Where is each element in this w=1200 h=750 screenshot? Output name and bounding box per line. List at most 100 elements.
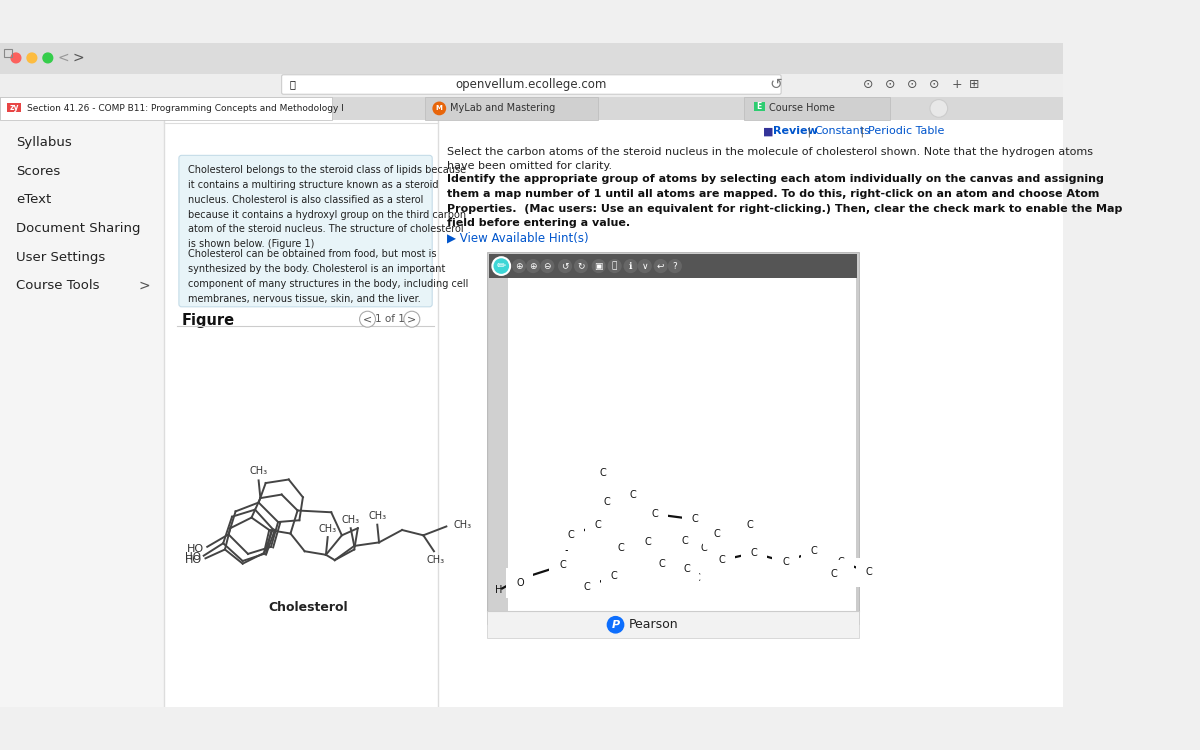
- Bar: [744, 97, 890, 120]
- Text: O: O: [516, 578, 523, 588]
- Circle shape: [592, 259, 606, 273]
- Text: Scores: Scores: [16, 165, 60, 178]
- Text: Constants: Constants: [815, 127, 871, 136]
- Circle shape: [28, 53, 37, 63]
- Text: User Settings: User Settings: [16, 251, 106, 264]
- Text: Identify the appropriate group of atoms by selecting each atom individually on t: Identify the appropriate group of atoms …: [448, 174, 1123, 228]
- Text: ↻: ↻: [577, 262, 584, 271]
- Text: C: C: [701, 543, 708, 553]
- Text: CH₃: CH₃: [454, 520, 472, 530]
- Bar: [164, 120, 438, 707]
- Circle shape: [574, 259, 588, 273]
- Text: ℹ: ℹ: [629, 262, 632, 271]
- Text: ⊙: ⊙: [907, 78, 918, 91]
- Circle shape: [433, 102, 445, 115]
- Text: ▶ View Available Hint(s): ▶ View Available Hint(s): [448, 231, 589, 244]
- Text: ↺: ↺: [769, 77, 782, 92]
- Text: Review: Review: [773, 127, 818, 136]
- Bar: [487, 252, 859, 624]
- Text: eText: eText: [16, 194, 52, 206]
- Text: C: C: [652, 509, 658, 519]
- Text: C: C: [719, 555, 725, 565]
- Text: C: C: [838, 556, 844, 567]
- Text: C: C: [750, 548, 757, 558]
- Text: ↩: ↩: [656, 262, 665, 271]
- Bar: [425, 97, 598, 120]
- Bar: [0, 43, 1063, 74]
- Text: 💡: 💡: [612, 262, 617, 271]
- Text: H: H: [494, 585, 503, 596]
- Text: <: <: [362, 314, 372, 324]
- Text: C: C: [720, 536, 727, 545]
- Circle shape: [360, 311, 376, 327]
- Text: ⊕: ⊕: [529, 262, 536, 271]
- Bar: [5, 49, 12, 57]
- Text: ⊕: ⊕: [515, 262, 523, 271]
- Bar: [754, 102, 766, 111]
- Bar: [0, 97, 1063, 120]
- Text: C: C: [559, 560, 565, 571]
- Text: C: C: [683, 564, 690, 574]
- Text: Select the carbon atoms of the steroid nucleus in the molecule of cholesterol sh: Select the carbon atoms of the steroid n…: [448, 148, 1093, 172]
- Text: HO: HO: [185, 555, 202, 565]
- Text: CH₃: CH₃: [368, 512, 386, 521]
- Text: ⊙: ⊙: [863, 78, 874, 91]
- Circle shape: [637, 259, 652, 273]
- Circle shape: [607, 259, 622, 273]
- Text: C: C: [683, 564, 690, 574]
- Text: C: C: [713, 529, 720, 538]
- Text: HO: HO: [185, 553, 202, 562]
- Text: ?: ?: [672, 262, 677, 271]
- Text: ⊖: ⊖: [544, 262, 551, 271]
- Bar: [487, 611, 859, 638]
- Bar: [0, 97, 332, 120]
- Circle shape: [607, 616, 624, 634]
- Text: Document Sharing: Document Sharing: [16, 222, 140, 236]
- Text: <: <: [58, 51, 70, 65]
- Text: HO: HO: [186, 544, 204, 554]
- Text: +: +: [952, 78, 962, 91]
- Circle shape: [43, 53, 53, 63]
- Text: C: C: [630, 490, 637, 500]
- Text: C: C: [594, 520, 601, 530]
- Text: zy: zy: [10, 103, 19, 112]
- Text: ⊙: ⊙: [929, 78, 940, 91]
- FancyBboxPatch shape: [179, 155, 432, 307]
- Text: CH₃: CH₃: [427, 555, 445, 565]
- Text: C: C: [644, 538, 650, 548]
- Text: Course Tools: Course Tools: [16, 279, 100, 292]
- Circle shape: [667, 259, 682, 273]
- Text: ▣: ▣: [594, 262, 602, 271]
- Bar: [0, 120, 1063, 707]
- Text: C: C: [618, 543, 624, 553]
- Text: C: C: [692, 514, 698, 524]
- Text: C: C: [652, 509, 658, 519]
- Text: C: C: [600, 468, 606, 478]
- Text: C: C: [644, 538, 650, 548]
- Text: C: C: [659, 559, 665, 568]
- Text: C: C: [782, 556, 788, 567]
- Text: C: C: [865, 568, 872, 578]
- Text: >: >: [72, 51, 84, 65]
- Text: CH₃: CH₃: [319, 524, 337, 533]
- Text: Cholesterol belongs to the steroid class of lipids because
it contains a multiri: Cholesterol belongs to the steroid class…: [187, 165, 466, 249]
- Text: Figure: Figure: [181, 313, 235, 328]
- Bar: [509, 278, 856, 620]
- Text: C: C: [830, 569, 836, 579]
- Circle shape: [654, 259, 667, 273]
- Text: C: C: [604, 496, 610, 507]
- Bar: [488, 278, 509, 620]
- Bar: [488, 254, 857, 278]
- Text: C: C: [568, 530, 575, 540]
- Circle shape: [930, 100, 948, 117]
- Text: CH₃: CH₃: [250, 466, 268, 476]
- Text: Cholesterol can be obtained from food, but most is
synthesized by the body. Chol: Cholesterol can be obtained from food, b…: [187, 249, 468, 304]
- Text: C: C: [584, 582, 590, 592]
- Text: M: M: [436, 106, 443, 112]
- Circle shape: [512, 259, 526, 273]
- Text: 🔒: 🔒: [289, 80, 295, 89]
- Text: Section 41.26 - COMP B11: Programming Concepts and Methodology I: Section 41.26 - COMP B11: Programming Co…: [26, 104, 343, 113]
- Text: openvellum.ecollege.com: openvellum.ecollege.com: [456, 78, 607, 91]
- Text: Syllabus: Syllabus: [16, 136, 72, 148]
- Text: Pearson: Pearson: [629, 618, 678, 632]
